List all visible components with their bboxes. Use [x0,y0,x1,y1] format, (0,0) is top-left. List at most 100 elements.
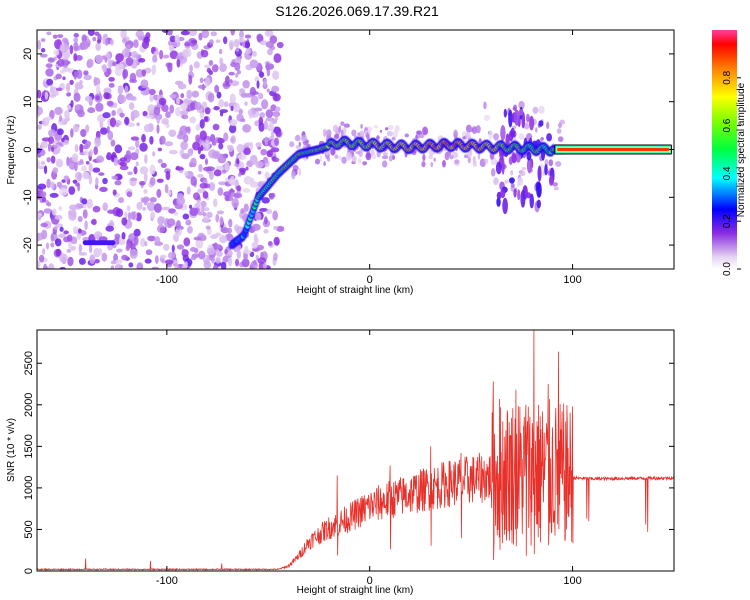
noise-blob [37,142,40,147]
noise-blob [291,170,296,180]
noise-blob [359,130,365,137]
noise-blob [264,159,269,164]
noise-blob [55,158,64,168]
noise-blob [270,38,277,43]
noise-blob [245,166,249,171]
noise-blob [189,246,197,252]
artifact-blob [109,240,116,246]
noise-blob [249,59,259,69]
noise-blob [179,102,188,111]
noise-blob [197,84,207,89]
noise-blob [223,191,232,197]
noise-blob [415,134,418,141]
noise-blob [373,125,379,129]
noise-blob [117,85,123,95]
noise-blob [351,129,357,137]
noise-blob [341,156,347,164]
noise-blob [96,39,102,44]
noise-blob [209,133,216,143]
noise-blob [238,167,247,173]
noise-blob [552,182,559,187]
noise-blob [207,92,215,103]
noise-blob [102,112,111,119]
noise-blob [54,91,59,96]
noise-blob [107,59,112,70]
noise-blob [454,159,460,165]
noise-blob [104,56,108,63]
noise-blob [249,142,254,151]
noise-blob [141,134,146,143]
noise-blob [272,157,280,163]
noise-blob [223,36,228,45]
noise-blob [249,181,259,188]
noise-blob [180,110,189,116]
noise-blob [276,225,285,232]
noise-blob [262,262,267,269]
noise-blob [229,79,233,84]
noise-blob [351,155,357,163]
noise-blob [271,85,280,93]
streak-blob [548,175,554,186]
noise-blob [70,128,74,138]
noise-blob [244,245,249,255]
noise-blob [130,136,140,141]
noise-blob [86,60,92,69]
noise-blob [383,152,388,156]
noise-blob [165,170,171,181]
noise-blob [253,233,258,243]
noise-blob [228,189,235,193]
noise-blob [274,137,279,146]
noise-blob [128,262,134,268]
noise-blob [154,236,161,245]
noise-blob [110,265,115,269]
noise-blob [202,216,210,223]
noise-blob [82,144,90,149]
noise-blob [421,161,426,168]
noise-blob [266,150,273,158]
noise-blob [68,240,72,249]
noise-blob [87,107,96,114]
noise-blob [52,34,58,39]
noise-blob [135,212,142,222]
streak-blob [502,197,508,215]
noise-blob [242,124,252,133]
noise-blob [202,211,207,217]
noise-blob [156,115,161,124]
noise-blob [43,208,52,214]
x-tick-label: 100 [563,274,581,286]
noise-blob [54,106,63,116]
noise-blob [202,191,209,199]
noise-blob [518,100,525,110]
noise-blob [201,101,208,109]
noise-blob [546,121,550,130]
noise-blob [243,203,249,212]
noise-blob [119,157,128,162]
noise-blob [204,158,209,166]
streak-blob [538,120,544,127]
noise-blob [157,216,165,226]
noise-blob [66,249,72,253]
noise-blob [114,264,123,269]
noise-blob [257,170,262,175]
noise-blob [125,150,131,157]
noise-blob [133,228,141,237]
streak-blob [537,188,541,197]
noise-blob [464,154,469,159]
noise-blob [56,34,64,39]
noise-blob [56,128,64,136]
noise-blob [191,90,200,98]
noise-blob [250,95,259,106]
noise-blob [101,252,108,262]
noise-blob [559,119,566,125]
noise-blob [74,81,81,91]
noise-blob [69,204,78,211]
noise-blob [449,154,454,160]
noise-blob [162,54,170,59]
noise-blob [48,129,57,137]
noise-blob [93,146,98,156]
noise-blob [114,144,123,154]
noise-blob [58,233,66,238]
noise-blob [69,79,74,86]
noise-blob [330,148,336,156]
noise-blob [62,76,66,81]
